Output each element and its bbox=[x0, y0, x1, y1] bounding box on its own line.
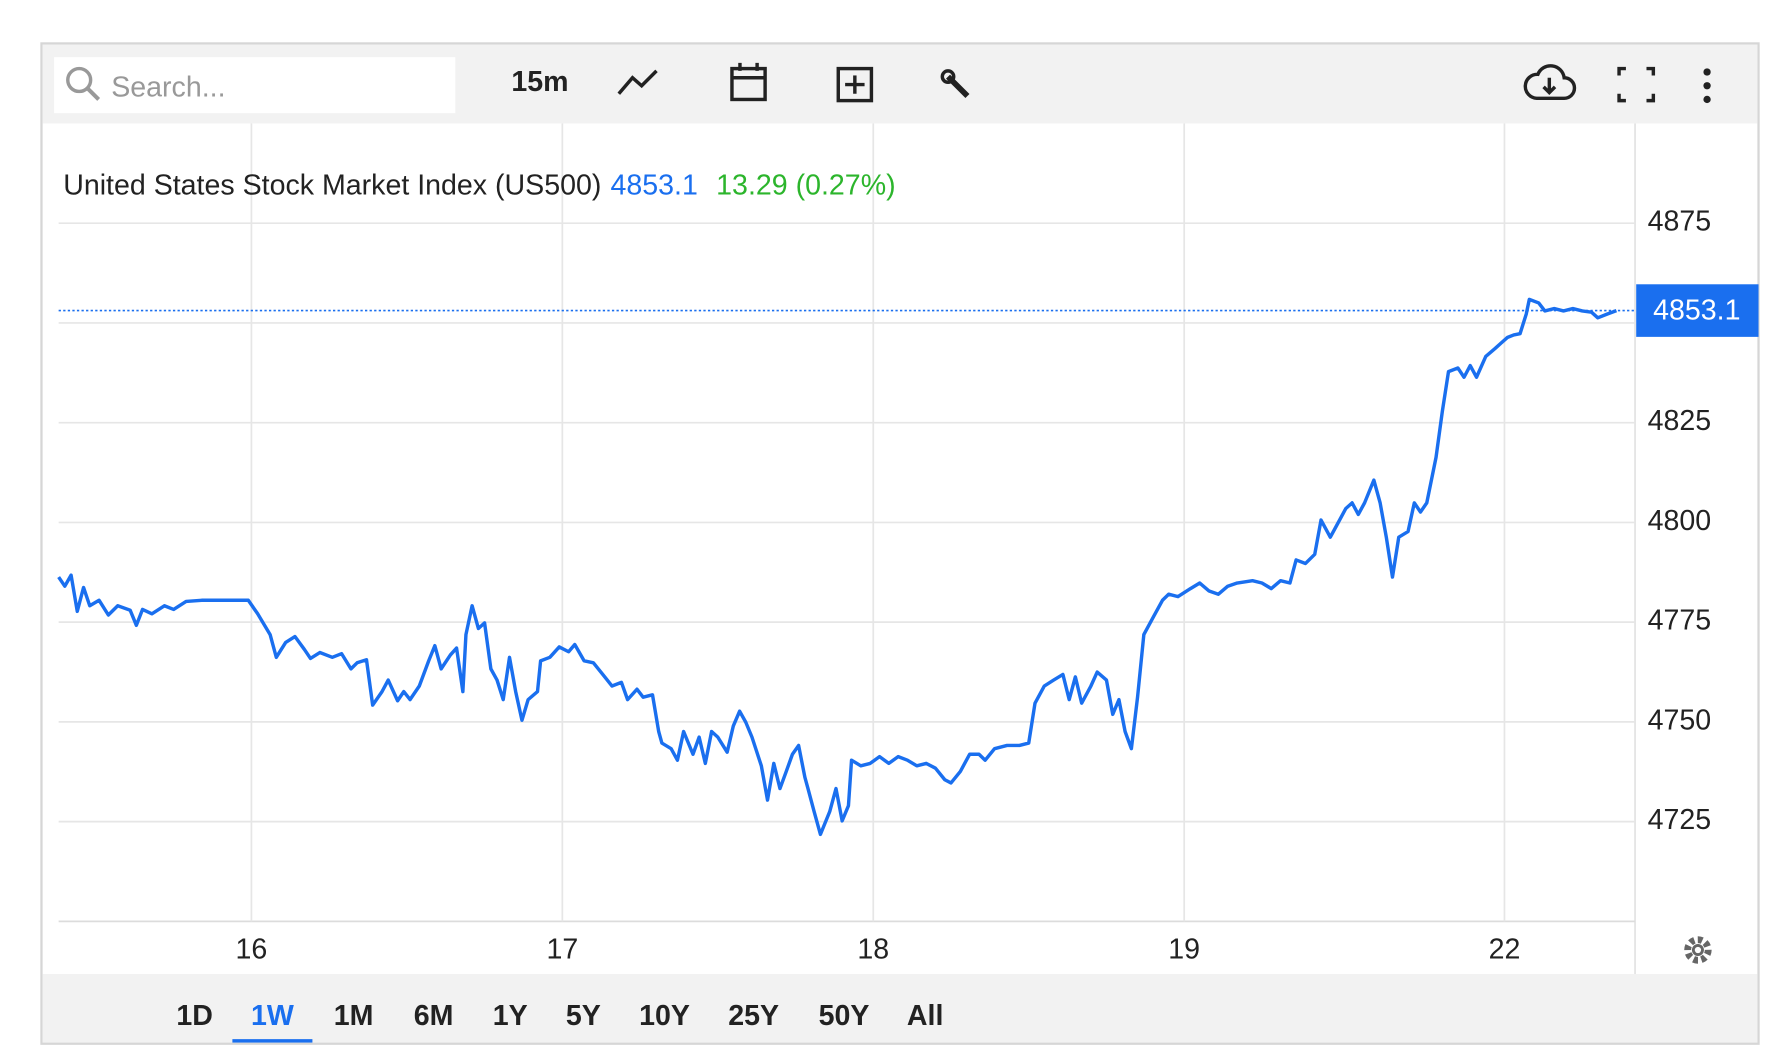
price-line bbox=[57, 297, 1618, 837]
search-field[interactable] bbox=[54, 57, 456, 114]
wrench-head bbox=[940, 69, 956, 85]
range-button[interactable]: 10Y bbox=[639, 1000, 690, 1032]
plot-area: 4725475047754800482548504875161718192248… bbox=[57, 123, 1759, 966]
arrow bbox=[1542, 85, 1557, 96]
dot bbox=[1703, 82, 1711, 90]
dot bbox=[1703, 68, 1711, 76]
search-placeholder: Search... bbox=[111, 72, 225, 104]
instrument-name: United States Stock Market Index (US500) bbox=[63, 169, 601, 201]
gear-icon[interactable] bbox=[1684, 936, 1712, 964]
range-bar bbox=[42, 973, 1758, 1043]
range-button[interactable]: 5Y bbox=[566, 1000, 601, 1032]
download-icon[interactable] bbox=[1523, 64, 1577, 101]
more-menu-icon[interactable] bbox=[1703, 68, 1711, 104]
range-button[interactable]: 1M bbox=[334, 1000, 374, 1032]
range-button[interactable]: All bbox=[907, 1000, 944, 1032]
y-tick-label: 4800 bbox=[1648, 505, 1712, 537]
price-change: 13.29 (0.27%) bbox=[716, 169, 895, 201]
chart-type-icon[interactable] bbox=[617, 69, 658, 95]
corner bbox=[1646, 66, 1656, 76]
gear-teeth bbox=[1684, 936, 1712, 964]
corner bbox=[1646, 93, 1656, 103]
search-icon bbox=[66, 66, 93, 94]
range-button[interactable]: 25Y bbox=[728, 1000, 779, 1032]
interval-button[interactable]: 15m bbox=[511, 66, 568, 98]
range-button[interactable]: 1W bbox=[251, 1000, 294, 1032]
add-indicator-icon[interactable] bbox=[836, 66, 874, 103]
calendar-body bbox=[730, 66, 767, 102]
corner bbox=[1617, 66, 1626, 76]
calendar-icon[interactable] bbox=[730, 62, 767, 102]
last-price-badge bbox=[1636, 284, 1759, 337]
y-tick-label: 4750 bbox=[1648, 704, 1712, 736]
range-button[interactable]: 6M bbox=[414, 1000, 454, 1032]
fullscreen-icon[interactable] bbox=[1617, 66, 1656, 103]
gear-hole bbox=[1691, 943, 1704, 956]
x-tick-label: 22 bbox=[1489, 934, 1521, 966]
settings-wrench-icon[interactable] bbox=[940, 69, 970, 99]
plus-box bbox=[836, 66, 874, 103]
range-button[interactable]: 50Y bbox=[819, 1000, 870, 1032]
range-button[interactable]: 1Y bbox=[493, 1000, 528, 1032]
range-button[interactable]: 1D bbox=[176, 1000, 213, 1032]
y-tick-label: 4875 bbox=[1648, 206, 1712, 238]
y-tick-label: 4725 bbox=[1648, 804, 1712, 836]
last-price-label: 4853.1 bbox=[1653, 294, 1740, 326]
y-tick-label: 4775 bbox=[1648, 605, 1712, 637]
cloud bbox=[1523, 64, 1577, 101]
x-tick-label: 19 bbox=[1168, 934, 1200, 966]
x-tick-label: 17 bbox=[546, 934, 578, 966]
chart-title: United States Stock Market Index (US500)… bbox=[63, 169, 895, 201]
dot bbox=[1703, 95, 1711, 104]
x-tick-label: 16 bbox=[236, 934, 268, 966]
active-range-underline bbox=[232, 1039, 313, 1043]
search-box[interactable]: Search... bbox=[54, 57, 456, 114]
frame bbox=[40, 42, 1760, 1045]
last-price: 4853.1 bbox=[611, 169, 698, 201]
search-icon bbox=[85, 86, 101, 101]
x-tick-label: 18 bbox=[857, 934, 889, 966]
y-tick-label: 4825 bbox=[1648, 405, 1712, 437]
corner bbox=[1617, 93, 1626, 103]
